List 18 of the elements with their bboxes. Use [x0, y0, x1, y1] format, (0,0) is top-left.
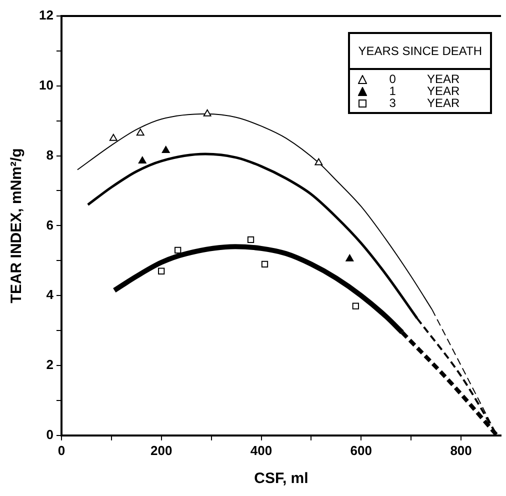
- y-axis-title: TEAR INDEX, mNm²/g: [8, 148, 26, 304]
- x-tick-label: 400: [250, 442, 272, 458]
- x-tick-label: 800: [450, 442, 472, 458]
- y-tick-label: 12: [38, 8, 54, 23]
- legend-label: 0 YEAR: [389, 72, 460, 86]
- x-tick-label: 0: [58, 442, 66, 458]
- y-tick-label: 4: [46, 287, 54, 302]
- y-tick-label: 8: [46, 147, 54, 162]
- x-tick-label: 600: [350, 442, 372, 458]
- legend-label: 1 YEAR: [389, 84, 460, 98]
- y-tick-label: 0: [46, 426, 54, 442]
- legend-title: YEARS SINCE DEATH: [350, 34, 490, 70]
- x-axis-title: CSF, ml: [254, 470, 308, 488]
- y-tick-label: 2: [46, 357, 54, 372]
- y-tick-label: 6: [46, 217, 54, 232]
- x-tick-label: 200: [150, 442, 172, 458]
- y-tick-label: 10: [38, 77, 54, 92]
- legend-label: 3 YEAR: [389, 96, 460, 110]
